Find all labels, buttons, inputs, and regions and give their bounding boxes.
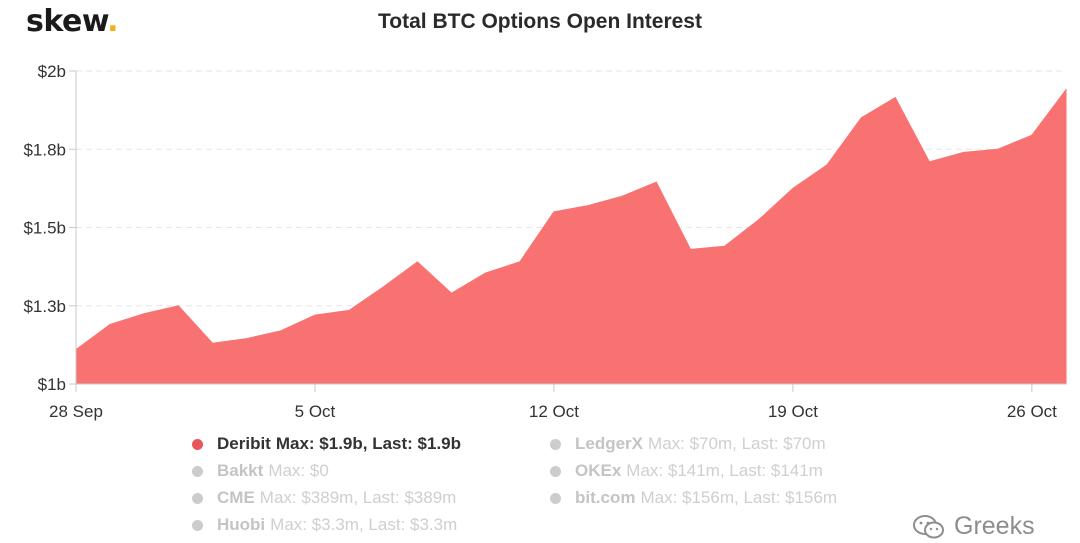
series-area [75, 88, 1067, 385]
y-tick-label: $1b [38, 375, 66, 394]
legend-dot [192, 492, 203, 504]
legend-stat: Max: $70m, Last: $70m [648, 434, 826, 453]
legend-dot [550, 438, 561, 450]
legend-item-bakkt[interactable]: Bakkt Max: $0 [192, 461, 329, 481]
y-axis-ticks: $1b $1.3b $1.5b $1.8b $2b [23, 62, 76, 394]
wechat-icon [913, 514, 944, 538]
chart-title: Total BTC Options Open Interest [378, 10, 702, 33]
y-tick-label: $1.5b [23, 219, 66, 238]
legend-stat: Max: $0 [268, 461, 329, 480]
legend-item-cme[interactable]: CME Max: $389m, Last: $389m [192, 488, 456, 508]
legend-stat: Max: $141m, Last: $141m [626, 461, 823, 480]
area-deribit [75, 88, 1067, 385]
y-tick-label: $1.8b [23, 140, 66, 159]
legend-name: OKEx [575, 461, 622, 480]
legend-item-deribit[interactable]: Deribit Max: $1.9b, Last: $1.9b [192, 434, 461, 454]
legend-name: CME [217, 488, 255, 507]
x-tick-label: 12 Oct [529, 402, 579, 421]
legend-stat: Max: $3.3m, Last: $3.3m [270, 515, 458, 534]
logo-dot: . [107, 4, 119, 39]
legend-item-okex[interactable]: OKEx Max: $141m, Last: $141m [550, 461, 823, 481]
legend-item-bit-com[interactable]: bit.com Max: $156m, Last: $156m [550, 488, 837, 508]
x-axis-ticks: 28 Sep 5 Oct 12 Oct 19 Oct 26 Oct [49, 384, 1057, 421]
x-tick-label: 5 Oct [295, 402, 336, 421]
watermark: Greeks [912, 512, 1035, 541]
x-tick-label: 19 Oct [768, 402, 818, 421]
logo-text: skew [26, 4, 108, 39]
legend-name: Bakkt [217, 461, 264, 480]
legend-dot [550, 465, 561, 477]
legend-name: bit.com [575, 488, 636, 507]
legend-stat: Max: $1.9b, Last: $1.9b [275, 434, 462, 453]
legend-dot [192, 519, 203, 531]
watermark-text: Greeks [954, 512, 1035, 540]
legend-dot [192, 438, 203, 450]
legend-stat: Max: $389m, Last: $389m [259, 488, 457, 507]
skew-logo: skew. [26, 4, 119, 39]
y-tick-label: $2b [38, 62, 66, 81]
legend-stat: Max: $156m, Last: $156m [640, 488, 837, 507]
legend-item-ledgerx[interactable]: LedgerX Max: $70m, Last: $70m [550, 434, 826, 454]
legend-item-huobi[interactable]: Huobi Max: $3.3m, Last: $3.3m [192, 515, 457, 535]
y-tick-label: $1.3b [23, 297, 66, 316]
legend-dot [550, 492, 561, 504]
legend-name: LedgerX [575, 434, 644, 453]
legend-name: Deribit [217, 434, 271, 453]
x-tick-label: 28 Sep [49, 402, 103, 421]
legend-dot [192, 465, 203, 477]
legend-name: Huobi [217, 515, 266, 534]
x-tick-label: 26 Oct [1007, 402, 1057, 421]
